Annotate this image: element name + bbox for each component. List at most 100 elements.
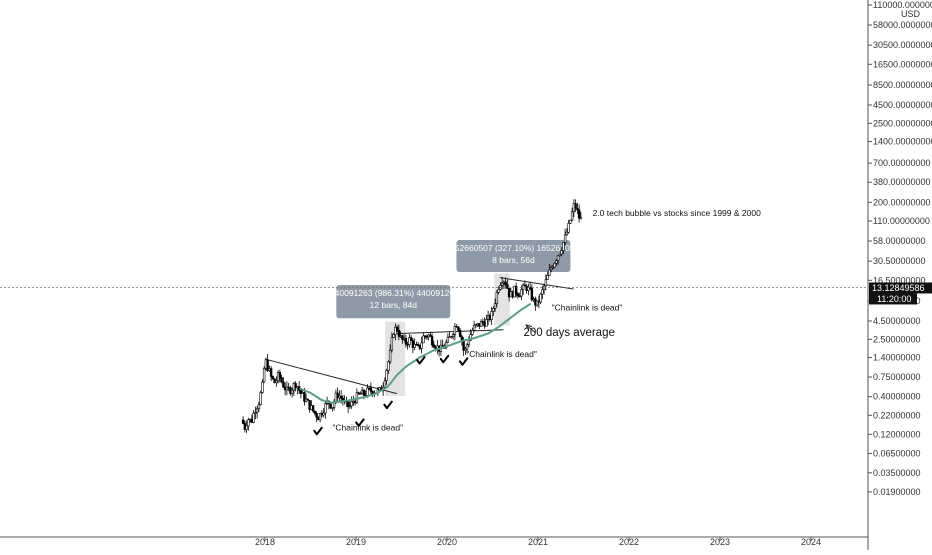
candle [315, 411, 318, 423]
candle-body [308, 400, 311, 410]
candle [390, 332, 394, 353]
candle-body [429, 334, 432, 337]
candle-body [411, 340, 415, 348]
candle [516, 292, 520, 299]
arrow-line [525, 324, 536, 333]
candle [357, 391, 360, 395]
candle-body [252, 412, 255, 423]
countdown-box [869, 293, 917, 305]
candle-body [467, 340, 471, 345]
measure-tools[interactable]: 4.40091263 (986.31%) 440091263 12 bars, 8… [328, 239, 585, 396]
candle-body [387, 361, 390, 371]
y-tick-label: 30.50000000 [873, 256, 926, 266]
measure-2019-label-box[interactable] [336, 285, 451, 319]
y-tick-label: 58000.00000000 [873, 20, 932, 30]
candle-body [329, 403, 332, 409]
downtrend-2018[interactable] [265, 358, 398, 395]
candle-body [469, 334, 472, 341]
candle [394, 323, 397, 341]
y-tick-label: 1400.00000000 [873, 136, 932, 146]
candle [562, 241, 565, 255]
candle-body [282, 381, 285, 388]
candle [329, 403, 332, 410]
candle-body [271, 376, 275, 380]
candle-body [471, 330, 474, 335]
candle-body [266, 359, 269, 371]
candle [411, 338, 415, 354]
candle-body [404, 338, 408, 345]
candle [563, 228, 567, 245]
candle-body [348, 405, 352, 408]
price-axis[interactable]: USD 110000.00000000 58000.00000000 30500.0… [867, 0, 932, 550]
candle-body [247, 419, 250, 427]
candle [535, 300, 539, 307]
candle [539, 292, 542, 305]
candle [408, 334, 411, 348]
candle-body [357, 392, 360, 395]
candle [576, 202, 579, 215]
candle-body [506, 284, 509, 289]
candle-body [523, 284, 527, 287]
resistance-2019[interactable] [396, 329, 504, 335]
candle [577, 204, 581, 223]
candle-body [570, 211, 574, 221]
candle-body [315, 413, 318, 418]
candle [551, 264, 555, 270]
candle [471, 327, 474, 336]
candle [359, 391, 362, 395]
measure-2019-line-1: 12 bars, 84d [370, 300, 418, 310]
candle [485, 314, 488, 327]
time-axis[interactable]: 2018 2019 2020 2021 2022 2023 2024 [0, 536, 868, 547]
candle [385, 368, 388, 386]
candle-body [350, 401, 353, 407]
candle-body [558, 253, 562, 257]
checkmark-icon [458, 357, 469, 366]
candle-body [359, 393, 362, 395]
y-tick-label: 58.00000000 [873, 236, 926, 246]
candle-body [535, 300, 539, 306]
candle [474, 323, 478, 328]
candle-body [453, 326, 457, 335]
candle-body [280, 377, 283, 383]
candle [413, 338, 416, 351]
y-tick-label: 380.00000000 [873, 177, 931, 187]
candle-body [285, 386, 289, 391]
candle-body [579, 217, 583, 220]
candle [492, 305, 495, 317]
candle [290, 387, 294, 398]
candle-body [457, 326, 460, 331]
candle [271, 375, 275, 381]
candle [255, 405, 259, 419]
candle [493, 298, 497, 312]
y-tick-label: 16500.00000000 [873, 59, 932, 69]
y-tick-label: 4500.00000000 [873, 100, 932, 110]
candle-body [392, 333, 395, 338]
candle-body [322, 412, 325, 416]
candlesticks [241, 199, 583, 433]
candle-body [560, 250, 563, 255]
candle [404, 334, 408, 348]
y-tick-label: 0.22000000 [873, 410, 921, 420]
measure-2019-range [385, 321, 406, 396]
candle [490, 306, 493, 325]
candle [294, 381, 297, 392]
candle [450, 335, 453, 339]
candle-body [446, 336, 450, 343]
candle [574, 199, 577, 212]
y-tick-label: 2500.00000000 [873, 118, 932, 128]
measure-2020-label-box[interactable] [456, 239, 571, 273]
candle-body [388, 349, 392, 363]
y-tick-label: 30500.00000000 [873, 40, 932, 50]
y-tick-label: 1.40000000 [873, 352, 921, 362]
candle [446, 333, 450, 344]
candle-body [516, 293, 520, 297]
candle-body [577, 209, 581, 219]
candle-body [257, 404, 261, 410]
candle-body [497, 289, 500, 293]
candle-body [261, 381, 264, 393]
note-dead-2020: "Chainlink is dead" [466, 349, 537, 359]
x-tick-label: 2024 [801, 537, 821, 547]
candle-body [311, 405, 315, 412]
